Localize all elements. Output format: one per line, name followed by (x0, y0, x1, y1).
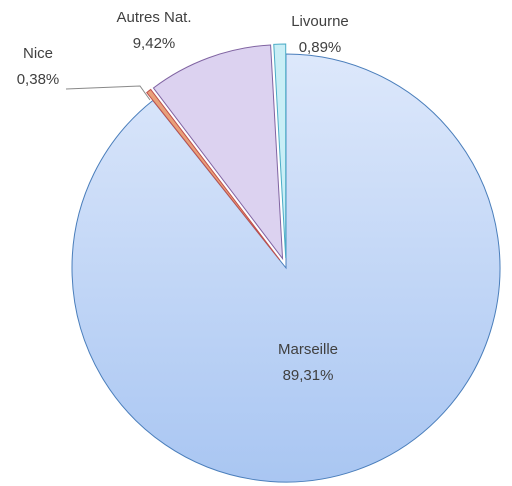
slice-label: Autres Nat. (116, 9, 191, 26)
slice-value-label: 89,31% (283, 367, 334, 384)
pie-slice (71, 53, 501, 483)
slice-label: Nice (23, 45, 53, 62)
pie-slice (152, 44, 284, 261)
pie-slice (145, 88, 281, 261)
slice-label: Livourne (291, 13, 349, 30)
slice-label: Marseille (278, 341, 338, 358)
leader-line (65, 85, 151, 101)
slice-value-label: 0,38% (17, 71, 60, 88)
slice-value-label: 0,89% (299, 39, 342, 56)
slice-value-label: 9,42% (133, 35, 176, 52)
pie-slice (273, 43, 287, 259)
